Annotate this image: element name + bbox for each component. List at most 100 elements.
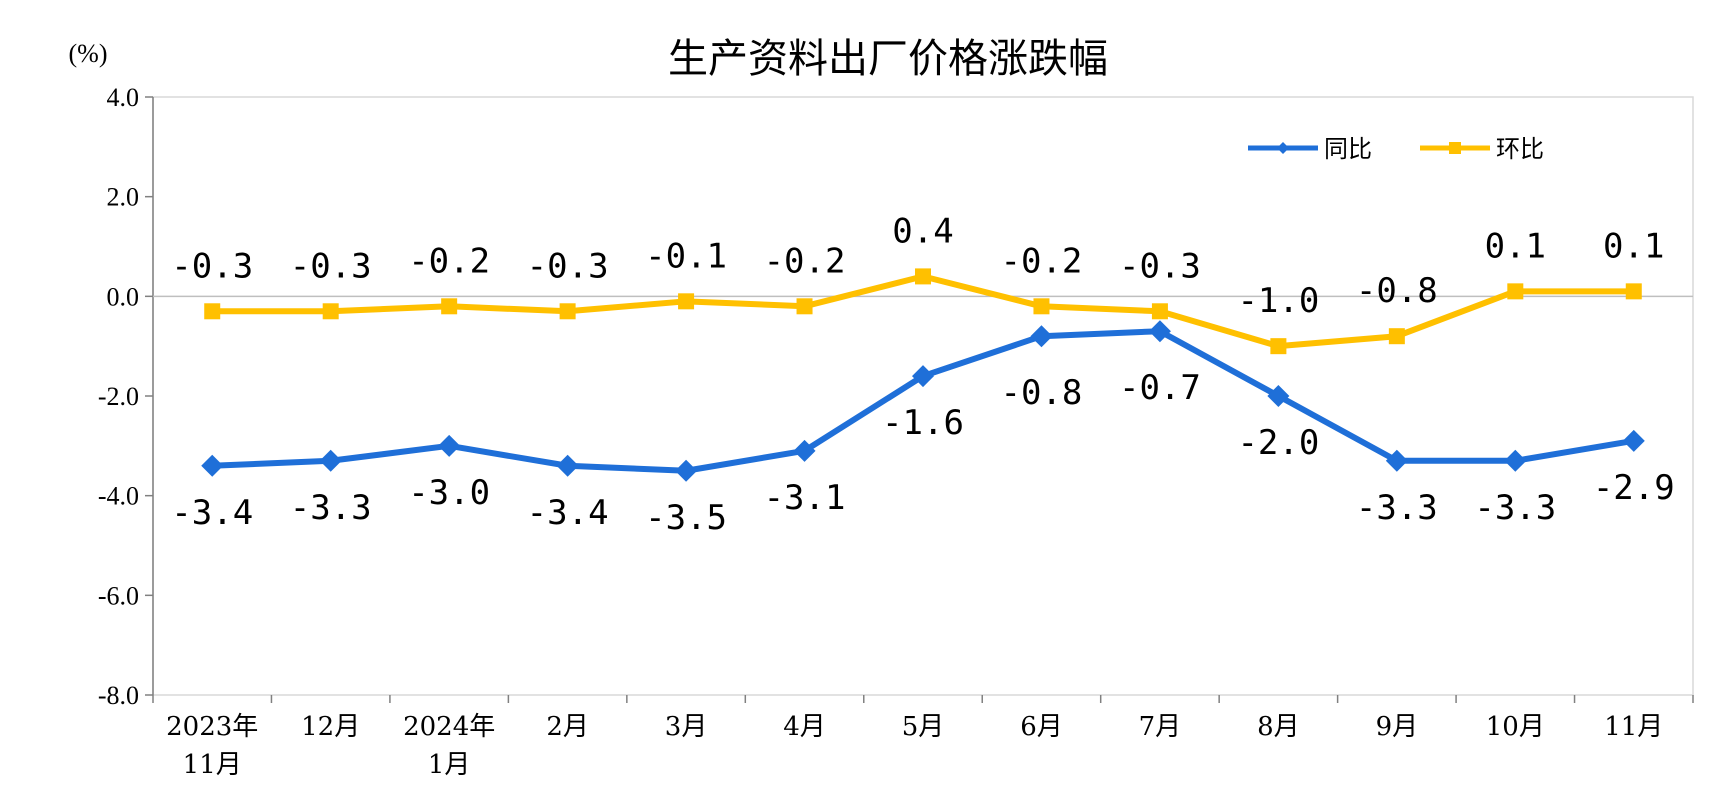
legend: 同比 环比 xyxy=(1248,135,1544,163)
x-tick-label-line: 12月 xyxy=(301,712,360,742)
series-point xyxy=(1033,298,1050,315)
x-tick-label: 2024年 1月 xyxy=(403,712,495,780)
series-point xyxy=(1504,449,1527,472)
data-label: -0.2 xyxy=(1001,241,1083,281)
series-point xyxy=(793,439,816,462)
series-point xyxy=(675,459,698,482)
data-label: -2.0 xyxy=(1237,423,1319,463)
data-label: -1.6 xyxy=(882,403,964,443)
x-tick-label-line: 8月 xyxy=(1257,712,1300,742)
data-label: -0.2 xyxy=(408,241,490,281)
x-axis: 2023年 11月 12月 2024年 1月 2月 3月 4月 5月 6月 7月 8月 9月 10月 11月 xyxy=(152,295,1694,780)
data-label: -3.3 xyxy=(290,488,372,528)
data-label: -3.1 xyxy=(764,478,846,518)
data-label: -3.4 xyxy=(171,493,253,533)
data-label: -3.0 xyxy=(408,473,490,513)
y-tick-label: 0.0 xyxy=(107,282,140,311)
series-point xyxy=(1507,283,1524,300)
y-tick-label: -2.0 xyxy=(98,382,139,411)
series-point xyxy=(1030,325,1053,348)
series-point xyxy=(1151,303,1168,320)
x-tick-label-line: 2024年 xyxy=(403,712,495,742)
x-tick-label: 2023年 11月 xyxy=(166,712,258,780)
y-tick-label: 2.0 xyxy=(107,183,140,212)
series-point xyxy=(796,298,813,315)
legend-swatch-marker xyxy=(1277,142,1289,154)
x-tick-label: 12月 xyxy=(301,712,360,742)
series-point xyxy=(559,303,576,320)
y-tick-label: -4.0 xyxy=(98,482,139,511)
x-tick-label: 7月 xyxy=(1139,712,1182,742)
data-label: 0.4 xyxy=(892,211,953,251)
x-tick-label: 5月 xyxy=(902,712,945,742)
series-point xyxy=(1622,429,1645,452)
series-point xyxy=(322,303,339,320)
x-tick-label-line: 9月 xyxy=(1376,712,1419,742)
legend-label: 同比 xyxy=(1324,135,1372,163)
legend-swatch-marker xyxy=(1449,142,1461,154)
x-tick-label: 10月 xyxy=(1486,712,1545,742)
series-point xyxy=(1148,320,1171,343)
series-point xyxy=(201,454,224,477)
x-tick-label-line: 2月 xyxy=(546,712,589,742)
y-axis: 4.0 2.0 0.0 -2.0 -4.0 -6.0 -8.0 xyxy=(98,83,154,710)
data-label: -0.8 xyxy=(1356,271,1438,311)
x-tick-label-line: 2023年 xyxy=(166,712,258,742)
data-label: -1.0 xyxy=(1237,281,1319,321)
data-label: -0.7 xyxy=(1119,368,1201,408)
data-label: -0.1 xyxy=(645,236,727,276)
x-tick-label-line: 11月 xyxy=(1604,712,1663,742)
series-point xyxy=(438,434,461,457)
x-tick-label: 6月 xyxy=(1020,712,1063,742)
series-point xyxy=(319,449,342,472)
y-tick-label: -8.0 xyxy=(98,681,139,710)
series-point xyxy=(204,303,221,320)
x-tick-label: 4月 xyxy=(783,712,826,742)
x-tick-label: 3月 xyxy=(665,712,708,742)
data-label: -3.3 xyxy=(1474,488,1556,528)
data-label: -0.3 xyxy=(1119,246,1201,286)
y-tick-label: 4.0 xyxy=(107,83,140,112)
data-labels: -3.4 -3.3 -3.0 -3.4 -3.5 -3.1 -1.6 -0.8 -0.7 -2.0… xyxy=(171,211,1674,537)
y-tick-label: -6.0 xyxy=(98,581,139,610)
data-label: -0.8 xyxy=(1001,373,1083,413)
series-point xyxy=(1388,328,1405,345)
x-tick-label: 2月 xyxy=(546,712,589,742)
data-label: -0.3 xyxy=(290,246,372,286)
x-tick-label: 11月 xyxy=(1604,712,1663,742)
chart-title: 生产资料出厂价格涨跌幅 xyxy=(668,36,1108,82)
x-tick-label-line: 1月 xyxy=(428,750,471,780)
data-label: -2.9 xyxy=(1593,468,1675,508)
data-label: -3.5 xyxy=(645,498,727,538)
x-tick-label: 9月 xyxy=(1376,712,1419,742)
data-label: 0.1 xyxy=(1603,226,1664,266)
x-tick-label-line: 3月 xyxy=(665,712,708,742)
series-point xyxy=(556,454,579,477)
series-point xyxy=(1270,338,1287,355)
series-line-0 xyxy=(212,328,1635,474)
y-axis-unit: (%) xyxy=(69,39,108,68)
legend-label: 环比 xyxy=(1496,135,1544,163)
x-tick-label-line: 10月 xyxy=(1486,712,1545,742)
data-label: -3.3 xyxy=(1356,488,1438,528)
data-label: -0.3 xyxy=(527,246,609,286)
x-tick-label-line: 7月 xyxy=(1139,712,1182,742)
series-point xyxy=(912,365,934,388)
series-layer xyxy=(201,268,1645,482)
data-label: -3.4 xyxy=(527,493,609,533)
data-label: 0.1 xyxy=(1485,226,1546,266)
series-point xyxy=(915,268,931,285)
data-label: -0.2 xyxy=(764,241,846,281)
x-tick-label: 8月 xyxy=(1257,712,1300,742)
plot-area xyxy=(152,96,1694,696)
series-point xyxy=(1625,283,1642,300)
series-point xyxy=(1385,449,1408,472)
data-label: -0.3 xyxy=(171,246,253,286)
x-tick-label-line: 11月 xyxy=(183,750,242,780)
series-point xyxy=(1267,385,1290,407)
x-tick-label-line: 6月 xyxy=(1020,712,1063,742)
series-point xyxy=(678,293,695,310)
x-tick-label-line: 4月 xyxy=(783,712,826,742)
series-point xyxy=(441,298,458,315)
